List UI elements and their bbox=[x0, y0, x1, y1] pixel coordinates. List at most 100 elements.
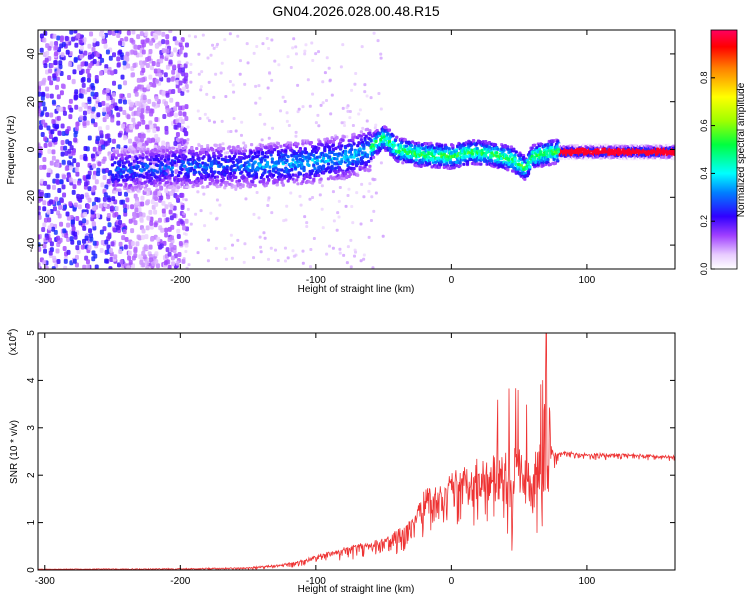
heat-cell bbox=[67, 148, 72, 154]
heat-cell bbox=[274, 166, 278, 170]
heat-cell bbox=[122, 229, 127, 235]
heat-cell bbox=[215, 198, 219, 202]
heat-cell bbox=[193, 35, 197, 39]
heat-cell bbox=[309, 265, 313, 269]
heat-cell bbox=[241, 150, 245, 154]
heat-cell bbox=[56, 115, 61, 121]
heat-cell bbox=[108, 266, 113, 269]
heat-cell bbox=[180, 192, 185, 198]
heat-cell bbox=[105, 125, 110, 131]
heat-cell bbox=[351, 221, 355, 225]
heat-cell bbox=[38, 262, 41, 268]
heat-cell bbox=[50, 129, 55, 135]
heat-cell bbox=[39, 191, 44, 197]
heat-cell bbox=[161, 48, 166, 54]
heat-cell bbox=[168, 176, 172, 180]
heat-cell bbox=[356, 173, 360, 177]
heat-cell bbox=[119, 93, 124, 99]
heat-cell bbox=[133, 246, 138, 252]
heat-cell bbox=[92, 174, 97, 180]
heat-cell bbox=[92, 205, 97, 211]
heat-cell bbox=[119, 168, 123, 172]
heat-cell bbox=[182, 111, 187, 117]
heat-cell bbox=[243, 149, 248, 153]
heat-cell bbox=[229, 233, 233, 237]
heat-cell bbox=[56, 94, 61, 100]
heat-cell bbox=[326, 162, 331, 166]
heat-cell bbox=[175, 194, 180, 200]
heat-cell bbox=[550, 145, 554, 149]
heat-cell bbox=[82, 110, 87, 116]
heat-cell bbox=[307, 163, 311, 168]
heat-cell bbox=[139, 259, 144, 265]
heat-cell bbox=[178, 111, 183, 117]
heat-cell bbox=[63, 258, 68, 264]
heat-cell bbox=[219, 162, 223, 167]
heat-cell bbox=[184, 218, 189, 224]
heat-cell bbox=[585, 157, 589, 161]
heat-cell bbox=[87, 186, 92, 192]
heat-cell bbox=[259, 245, 263, 249]
heat-cell bbox=[519, 157, 523, 161]
heat-cell bbox=[135, 124, 140, 130]
heat-cell bbox=[151, 61, 156, 67]
heat-cell bbox=[348, 116, 352, 120]
heat-cell bbox=[128, 218, 133, 224]
heat-cell bbox=[165, 180, 170, 185]
heat-cell bbox=[312, 237, 316, 241]
heat-cell bbox=[114, 30, 119, 34]
heat-cell bbox=[92, 146, 97, 152]
heat-cell bbox=[136, 77, 141, 83]
heat-cell bbox=[247, 162, 251, 167]
heat-cell bbox=[74, 126, 79, 132]
heat-cell bbox=[70, 219, 75, 225]
heat-cell bbox=[369, 156, 373, 161]
heat-cell bbox=[318, 193, 322, 197]
heat-cell bbox=[135, 157, 139, 161]
heat-cell bbox=[497, 163, 501, 167]
heat-cell bbox=[573, 144, 577, 148]
heat-cell bbox=[144, 124, 149, 130]
heat-cell bbox=[597, 143, 601, 147]
heat-cell bbox=[178, 49, 183, 55]
heat-cell bbox=[634, 143, 638, 147]
heat-cell bbox=[135, 173, 139, 177]
heat-cell bbox=[128, 250, 133, 256]
heat-cell bbox=[354, 71, 358, 75]
heat-cell bbox=[310, 158, 315, 162]
heat-cell bbox=[40, 110, 45, 116]
heat-cell bbox=[137, 184, 141, 188]
heat-cell bbox=[317, 124, 321, 128]
heat-cell bbox=[48, 68, 53, 74]
heat-cell bbox=[141, 49, 146, 55]
heat-cell bbox=[141, 212, 146, 218]
heat-cell bbox=[38, 101, 43, 107]
heat-cell bbox=[140, 201, 145, 207]
heat-cell bbox=[154, 201, 159, 207]
heat-cell bbox=[454, 160, 459, 164]
heat-cell bbox=[148, 74, 153, 80]
heat-cell bbox=[254, 84, 258, 88]
heat-cell bbox=[165, 108, 170, 114]
heat-cell bbox=[102, 107, 107, 113]
heat-cell bbox=[253, 184, 257, 188]
heat-cell bbox=[352, 142, 356, 146]
heat-cell bbox=[343, 145, 348, 150]
heat-cell bbox=[283, 259, 287, 263]
heat-cell bbox=[112, 175, 116, 179]
heat-cell bbox=[140, 168, 144, 172]
heat-cell bbox=[262, 177, 266, 181]
heat-cell bbox=[356, 144, 360, 148]
heat-cell bbox=[144, 31, 149, 37]
heat-cell bbox=[340, 153, 344, 157]
heat-cell bbox=[282, 157, 287, 161]
heat-cell bbox=[214, 246, 218, 250]
heat-cell bbox=[156, 68, 161, 74]
heat-cell bbox=[145, 105, 150, 111]
heat-cell bbox=[276, 153, 281, 157]
heat-cell bbox=[60, 123, 65, 129]
heat-cell bbox=[294, 52, 298, 56]
heat-cell bbox=[443, 149, 448, 153]
heat-cell bbox=[362, 195, 366, 199]
heat-cell bbox=[146, 157, 150, 161]
